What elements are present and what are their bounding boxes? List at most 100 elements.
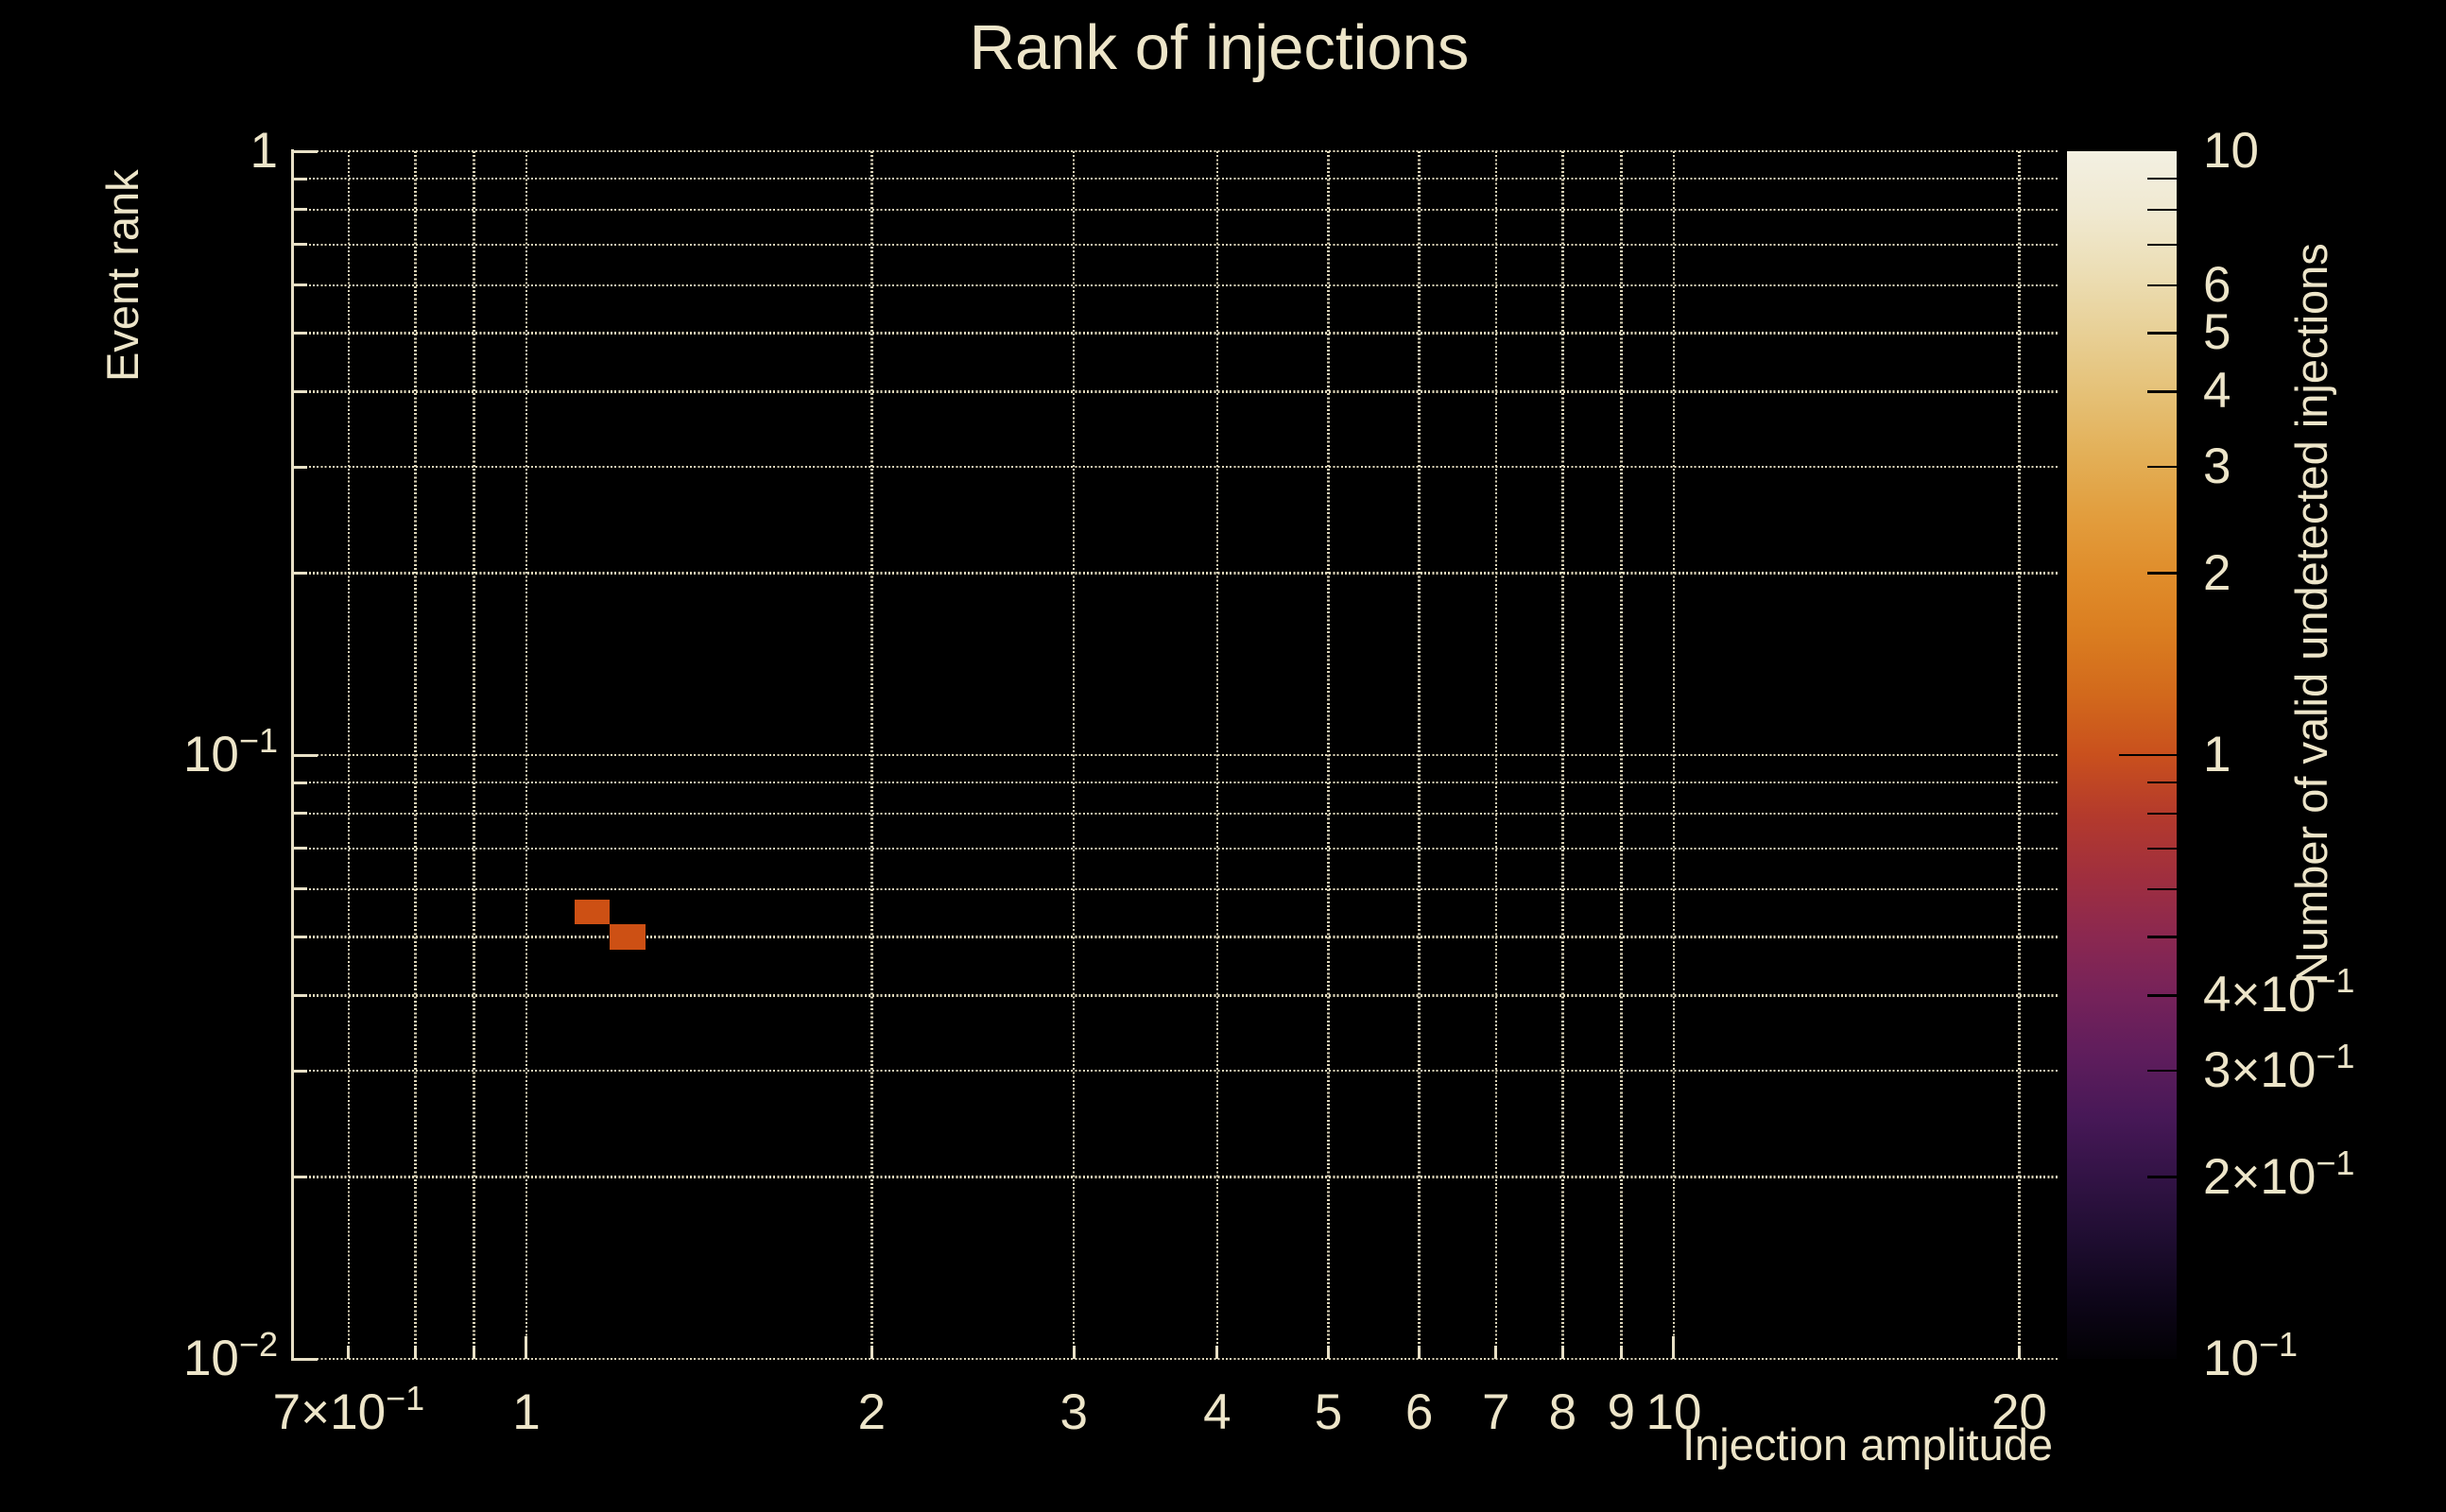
y-tick-mark xyxy=(293,465,307,469)
colorbar-tick-mark xyxy=(2147,1176,2177,1178)
colorbar-tick-mark xyxy=(2147,847,2177,850)
colorbar-tick-mark xyxy=(2147,936,2177,938)
y-axis-line xyxy=(291,149,294,1361)
y-tick-mark xyxy=(293,1176,307,1179)
x-tick-label: 1 xyxy=(512,1384,541,1440)
gridline-y xyxy=(293,390,2058,393)
x-tick-mark xyxy=(1560,1346,1564,1359)
colorbar-tick-label: 10−1 xyxy=(2203,1325,2299,1386)
y-tick-mark xyxy=(293,993,307,997)
x-tick-label: 8 xyxy=(1548,1384,1577,1440)
y-tick-mark xyxy=(293,331,307,335)
colorbar-tick-mark xyxy=(2147,887,2177,890)
y-tick-mark xyxy=(293,847,307,850)
x-tick-label: 6 xyxy=(1404,1384,1434,1440)
x-tick-mark xyxy=(1418,1346,1421,1359)
colorbar-tick-mark xyxy=(2147,994,2177,997)
colorbar-tick-mark xyxy=(2119,753,2177,757)
colorbar-title: Number of valid undetected injections xyxy=(2286,243,2336,984)
x-tick-mark xyxy=(1672,1336,1676,1359)
y-tick-mark xyxy=(293,1069,307,1073)
y-tick-label: 10−2 xyxy=(182,1325,278,1386)
x-tick-label: 7 xyxy=(1482,1384,1510,1440)
y-tick-mark xyxy=(293,1357,318,1361)
x-tick-mark xyxy=(2017,1346,2021,1359)
y-tick-label: 1 xyxy=(250,123,278,179)
colorbar-tick-mark xyxy=(2147,781,2177,784)
y-tick-mark xyxy=(293,284,307,287)
x-tick-label: 5 xyxy=(1314,1384,1343,1440)
colorbar-tick-mark xyxy=(2147,177,2177,180)
x-tick-label: 10 xyxy=(1645,1384,1702,1440)
y-tick-mark xyxy=(293,781,307,784)
gridline-y xyxy=(293,812,2058,816)
y-tick-mark xyxy=(293,149,318,153)
heatmap-cell xyxy=(610,924,646,950)
colorbar-tick-label: 3 xyxy=(2203,438,2231,495)
x-tick-mark xyxy=(1494,1346,1498,1359)
gridline-y xyxy=(293,284,2058,286)
colorbar-tick-mark xyxy=(2147,208,2177,212)
gridline-y xyxy=(293,847,2058,850)
y-tick-mark xyxy=(293,208,307,212)
gridline-y xyxy=(293,177,2058,180)
x-tick-mark xyxy=(413,1346,417,1359)
x-tick-label: 9 xyxy=(1607,1384,1636,1440)
colorbar-tick-mark xyxy=(2147,572,2177,575)
colorbar-tick-label: 3×10−1 xyxy=(2203,1037,2355,1099)
x-tick-label: 2 xyxy=(857,1384,887,1440)
y-axis-title: Event rank xyxy=(97,169,147,382)
gridline-y xyxy=(293,1069,2058,1073)
colorbar-tick-mark xyxy=(2147,1069,2177,1073)
gridline-y xyxy=(293,208,2058,212)
x-tick-mark xyxy=(1072,1346,1076,1359)
gridline-y xyxy=(293,1176,2058,1178)
gridline-y xyxy=(293,1357,2058,1361)
x-tick-label: 20 xyxy=(1990,1384,2047,1440)
x-tick-mark xyxy=(1619,1346,1623,1359)
gridline-y xyxy=(293,243,2058,247)
y-tick-mark xyxy=(293,177,307,180)
colorbar-tick-label: 6 xyxy=(2203,256,2231,313)
gridline-y xyxy=(293,465,2058,469)
gridline-y xyxy=(293,781,2058,784)
colorbar-tick-mark xyxy=(2147,465,2177,469)
x-tick-mark xyxy=(525,1336,528,1359)
colorbar-tick-mark xyxy=(2147,812,2177,816)
colorbar-tick-mark xyxy=(2147,243,2177,247)
x-axis-title: Injection amplitude xyxy=(1682,1419,2053,1469)
y-tick-mark xyxy=(293,935,307,938)
x-tick-mark xyxy=(1327,1346,1331,1359)
y-tick-mark xyxy=(293,389,307,393)
x-tick-mark xyxy=(347,1346,351,1359)
gridline-y xyxy=(293,332,2058,335)
colorbar-tick-label: 4 xyxy=(2203,363,2231,420)
y-tick-mark xyxy=(293,243,307,247)
x-tick-label: 7×10−1 xyxy=(272,1379,425,1440)
x-tick-label: 4 xyxy=(1203,1384,1232,1440)
y-tick-mark xyxy=(293,887,307,891)
colorbar-tick-label: 2×10−1 xyxy=(2203,1143,2355,1205)
colorbar-tick-mark xyxy=(2147,284,2177,286)
chart-title: Rank of injections xyxy=(969,12,1470,83)
colorbar-tick-mark xyxy=(2147,332,2177,335)
x-tick-mark xyxy=(870,1346,873,1359)
gridline-y xyxy=(293,936,2058,938)
colorbar-tick-mark xyxy=(2147,390,2177,393)
x-tick-mark xyxy=(472,1346,475,1359)
gridline-y xyxy=(293,887,2058,890)
y-tick-mark xyxy=(293,753,318,757)
gridline-y xyxy=(293,149,2058,153)
gridline-y xyxy=(293,572,2058,575)
y-tick-mark xyxy=(293,572,307,576)
colorbar-tick-label: 5 xyxy=(2203,304,2231,361)
heatmap-cell xyxy=(574,899,611,925)
colorbar-tick-label: 1 xyxy=(2203,727,2231,782)
x-tick-label: 3 xyxy=(1059,1384,1088,1440)
colorbar-tick-label: 2 xyxy=(2203,544,2231,601)
gridline-y xyxy=(293,753,2058,757)
y-tick-mark xyxy=(293,812,307,816)
y-tick-label: 10−1 xyxy=(182,721,278,782)
colorbar-tick-label: 4×10−1 xyxy=(2203,961,2355,1023)
